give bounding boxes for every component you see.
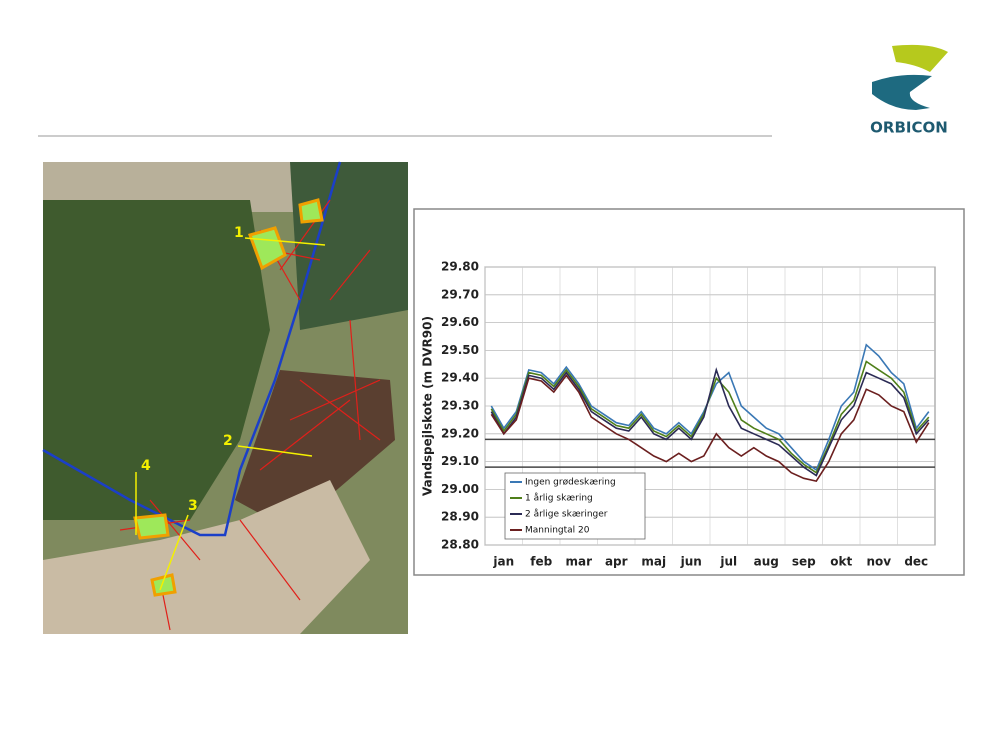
x-tick-label: aug <box>754 555 779 569</box>
y-tick-label: 29.50 <box>441 343 479 357</box>
x-tick-label: apr <box>605 555 628 569</box>
y-tick-label: 29.60 <box>441 315 479 329</box>
legend-label: Manningtal 20 <box>525 526 590 536</box>
map-label: 2 <box>223 433 233 449</box>
legend-label: 2 årlige skæringer <box>525 509 608 520</box>
x-tick-label: jun <box>680 555 702 569</box>
map-area-3 <box>150 573 177 597</box>
map-area-4 <box>133 513 170 540</box>
map: 1 2 3 4 <box>42 161 408 634</box>
map-area-1 <box>248 226 287 271</box>
map-field-light <box>43 480 370 634</box>
map-sections <box>135 237 326 591</box>
map-stream <box>42 161 342 537</box>
logo-shape-top <box>892 44 948 72</box>
y-tick-label: 28.80 <box>441 538 479 552</box>
x-tick-label: feb <box>530 555 552 569</box>
logo-shape-bottom <box>872 74 932 110</box>
logo: ORBICON <box>870 44 948 137</box>
map-label: 3 <box>188 498 198 514</box>
series-line <box>490 367 930 477</box>
logo-text: ORBICON <box>870 119 948 137</box>
map-field-dark <box>290 162 408 330</box>
legend-label: Ingen grødeskæring <box>525 478 616 488</box>
series-line <box>490 374 930 483</box>
x-tick-label: okt <box>830 555 852 569</box>
y-tick-label: 29.00 <box>441 482 479 496</box>
x-tick-label: dec <box>904 555 928 569</box>
y-tick-label: 28.90 <box>441 510 479 524</box>
x-tick-label: sep <box>792 555 816 569</box>
map-forest <box>43 200 270 520</box>
x-tick-label: jul <box>719 555 737 569</box>
legend-box <box>504 472 646 540</box>
x-tick-label: mar <box>565 555 592 569</box>
y-tick-label: 29.10 <box>441 454 479 468</box>
x-tick-label: maj <box>641 555 666 569</box>
map-area-1b <box>298 198 324 224</box>
legend-label: 1 årlig skæring <box>525 493 593 504</box>
y-tick-label: 29.20 <box>441 426 479 440</box>
y-tick-label: 29.80 <box>441 260 479 274</box>
y-tick-label: 29.30 <box>441 399 479 413</box>
map-field-brown <box>235 370 395 530</box>
y-tick-label: 29.70 <box>441 287 479 301</box>
y-tick-label: 29.40 <box>441 371 479 385</box>
y-axis-label: Vandspejlskote (m DVR90) <box>421 316 435 496</box>
x-tick-label: nov <box>866 555 891 569</box>
map-label: 1 <box>234 225 244 241</box>
x-tick-label: jan <box>492 555 514 569</box>
map-label: 4 <box>141 458 151 474</box>
